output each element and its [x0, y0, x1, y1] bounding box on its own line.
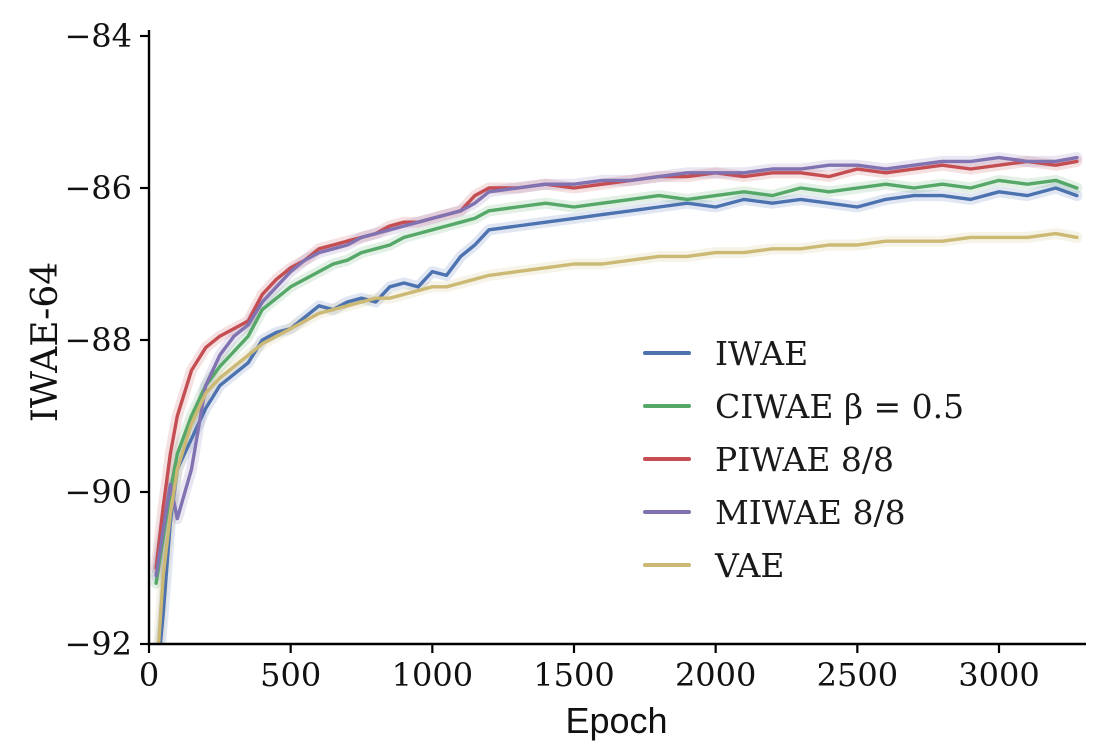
legend-label: PIWAE 8/8: [715, 439, 895, 479]
x-tick-label: 1500: [533, 656, 615, 694]
legend-swatch: [643, 563, 691, 567]
legend-label: VAE: [715, 545, 785, 585]
legend-item: IWAE: [643, 333, 964, 373]
x-tick-label: 0: [138, 656, 160, 694]
series-line-IWAE: [158, 186, 1079, 643]
legend-swatch: [643, 457, 691, 461]
legend-label: CIWAE β = 0.5: [715, 386, 965, 426]
y-tick-label: −86: [64, 169, 132, 207]
x-tick-label: 500: [260, 656, 322, 694]
x-tick-label: 2000: [674, 656, 757, 694]
legend-item: PIWAE 8/8: [643, 439, 964, 479]
y-tick-label: −92: [64, 625, 132, 663]
y-tick-label: −84: [64, 17, 132, 55]
series-line-CIWAE β = 0.5: [154, 178, 1079, 585]
legend-swatch: [643, 404, 691, 408]
x-tick-label: 3000: [958, 656, 1040, 694]
series-line-MIWAE 8/8: [154, 155, 1079, 578]
y-tick-label: −90: [64, 473, 132, 511]
legend-item: VAE: [643, 545, 964, 585]
x-axis-label: Epoch: [565, 700, 668, 741]
legend: IWAE CIWAE β = 0.5 PIWAE 8/8 MIWAE 8/8 VAE: [643, 333, 964, 585]
legend-swatch: [643, 351, 691, 355]
legend-swatch: [643, 510, 691, 514]
series-line-VAE: [156, 231, 1079, 643]
y-tick-label: −88: [64, 321, 132, 359]
legend-label: IWAE: [715, 333, 809, 373]
x-tick-label: 1000: [391, 656, 474, 694]
legend-label: MIWAE 8/8: [715, 492, 906, 532]
legend-item: MIWAE 8/8: [643, 492, 964, 532]
x-tick-label: 2500: [816, 656, 899, 694]
legend-item: CIWAE β = 0.5: [643, 386, 964, 426]
